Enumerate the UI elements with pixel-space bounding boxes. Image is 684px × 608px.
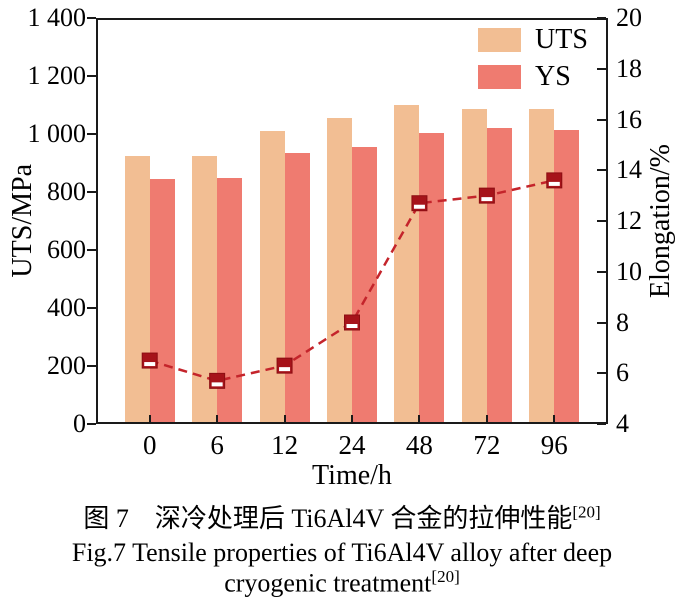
left-tick-800 xyxy=(87,191,96,193)
x-tick-label-0: 0 xyxy=(142,430,157,460)
ys-bar-96h xyxy=(554,129,580,424)
uts-bar-0h xyxy=(124,155,150,424)
right-tick-label-6: 6 xyxy=(616,358,629,388)
left-tick-label-600: 600 xyxy=(47,235,86,264)
ys-bar-72h xyxy=(486,128,512,424)
left-tick-label-1400: 1 400 xyxy=(27,3,87,32)
left-tick-1200 xyxy=(87,75,96,77)
caption-english-line2: cryogenic treatment[20] xyxy=(0,567,684,599)
ys-bar-48h xyxy=(419,132,445,424)
right-tick-18 xyxy=(597,67,606,70)
right-tick-label-10: 10 xyxy=(616,256,642,286)
right-tick-6 xyxy=(597,372,606,375)
legend: UTS YS xyxy=(478,26,588,91)
caption-chinese-text: 图 7 深冷处理后 Ti6Al4V 合金的拉伸性能 xyxy=(83,504,573,533)
x-tick-label-72: 72 xyxy=(473,430,501,460)
x-tick-96 xyxy=(553,415,556,423)
ys-bar-12h xyxy=(284,152,310,424)
caption-english-line1: Fig.7 Tensile properties of Ti6Al4V allo… xyxy=(71,538,613,567)
x-tick-label-96: 96 xyxy=(540,430,568,460)
left-tick-600 xyxy=(87,249,96,251)
x-tick-label-24: 24 xyxy=(338,430,366,460)
right-tick-4 xyxy=(597,423,606,425)
ys-bar-24h xyxy=(352,147,377,424)
x-tick-label-12: 12 xyxy=(271,430,299,460)
caption-chinese: 图 7 深冷处理后 Ti6Al4V 合金的拉伸性能[20] xyxy=(0,498,684,535)
right-tick-20 xyxy=(597,17,606,19)
x-tick-label-48: 48 xyxy=(405,430,433,460)
right-tick-label-8: 8 xyxy=(616,307,629,337)
right-tick-label-20: 20 xyxy=(616,3,642,32)
caption-english-citation: [20] xyxy=(431,567,460,586)
legend-row-ys: YS xyxy=(478,63,588,91)
uts-bar-12h xyxy=(259,131,285,424)
x-tick-72 xyxy=(485,415,488,423)
ys-bar-6h xyxy=(217,177,243,424)
right-tick-12 xyxy=(597,220,606,222)
left-tick-400 xyxy=(87,307,96,309)
left-tick-label-1200: 1 200 xyxy=(27,61,87,90)
x-tick-6 xyxy=(216,415,219,423)
uts-legend-label: UTS xyxy=(535,24,588,55)
left-tick-1400 xyxy=(87,17,96,19)
left-tick-0 xyxy=(87,423,96,425)
ys-legend-swatch xyxy=(478,65,521,89)
x-tick-label-6: 6 xyxy=(210,430,224,460)
x-tick-48 xyxy=(418,415,421,423)
right-tick-label-4: 4 xyxy=(616,409,629,438)
uts-bar-72h xyxy=(461,109,487,424)
right-tick-10 xyxy=(597,270,606,273)
uts-bar-6h xyxy=(192,155,218,424)
uts-bar-24h xyxy=(327,118,352,424)
uts-bar-48h xyxy=(394,105,420,424)
left-tick-label-1000: 1 000 xyxy=(27,119,87,148)
right-tick-8 xyxy=(597,321,606,324)
right-tick-label-14: 14 xyxy=(616,155,642,185)
right-tick-16 xyxy=(597,118,606,121)
x-tick-24 xyxy=(351,415,353,423)
ys-legend-label: YS xyxy=(535,61,571,92)
right-tick-label-16: 16 xyxy=(616,104,642,134)
x-tick-12 xyxy=(283,415,286,423)
left-tick-200 xyxy=(87,365,96,367)
legend-row-uts: UTS xyxy=(478,26,588,54)
caption-chinese-citation: [20] xyxy=(572,502,601,522)
uts-legend-swatch xyxy=(478,28,521,52)
uts-bar-96h xyxy=(529,109,555,424)
caption-english-line2-text: cryogenic treatment xyxy=(224,568,432,598)
x-tick-0 xyxy=(148,415,151,423)
ys-bar-0h xyxy=(149,178,175,424)
left-tick-1000 xyxy=(87,133,96,135)
right-tick-14 xyxy=(597,169,606,172)
left-tick-label-200: 200 xyxy=(47,351,86,380)
x-axis-title: Time/h xyxy=(312,460,392,491)
right-tick-label-18: 18 xyxy=(616,53,642,83)
left-tick-label-800: 800 xyxy=(47,177,86,206)
right-tick-label-12: 12 xyxy=(616,206,642,235)
left-tick-label-400: 400 xyxy=(47,293,86,322)
left-tick-label-0: 0 xyxy=(73,409,86,438)
